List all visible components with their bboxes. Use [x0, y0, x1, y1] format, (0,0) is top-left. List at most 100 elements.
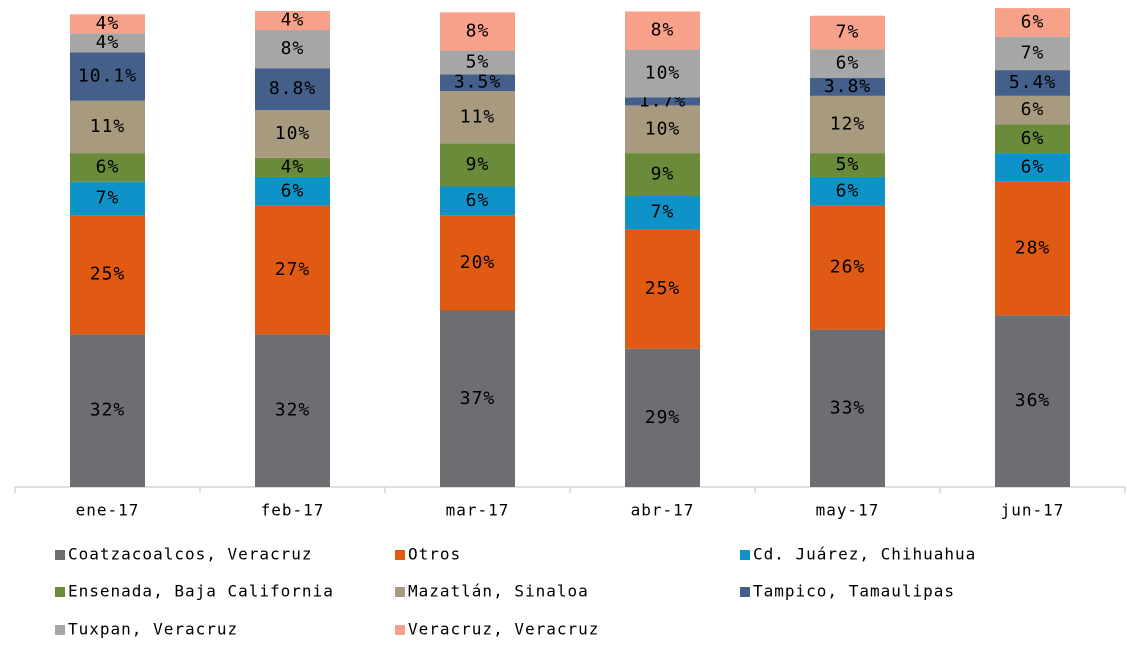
- data-label: 29%: [645, 407, 681, 428]
- bar-segment: [810, 77, 885, 96]
- data-label: 10%: [645, 118, 681, 139]
- bar-segment: [625, 49, 700, 98]
- data-label: 9%: [466, 154, 490, 175]
- bar-segment: [995, 181, 1070, 316]
- bar-segment: [255, 68, 330, 111]
- bar-segment: [625, 11, 700, 50]
- data-label: 28%: [1015, 238, 1051, 259]
- data-label: 4%: [281, 9, 305, 30]
- legend-swatch: [395, 587, 405, 597]
- data-label: 32%: [275, 400, 311, 421]
- data-label: 10.1%: [78, 66, 137, 87]
- x-tick-label: abr-17: [631, 501, 695, 520]
- legend-label: Mazatlán, Sinaloa: [408, 582, 589, 601]
- bar-segment: [440, 310, 515, 487]
- bar-segment: [70, 14, 145, 34]
- data-label: 20%: [460, 252, 496, 273]
- data-label: 4%: [96, 32, 120, 53]
- data-label: 5.4%: [1009, 72, 1056, 93]
- data-label: 8%: [651, 20, 675, 41]
- data-label: 6%: [281, 180, 305, 201]
- data-label: 8%: [281, 38, 305, 59]
- bar-segment: [810, 176, 885, 206]
- bar-segment: [995, 315, 1070, 487]
- bar-segment: [440, 215, 515, 311]
- legend-swatch: [55, 587, 65, 597]
- data-label: 3.5%: [454, 72, 501, 93]
- bar-segment: [255, 157, 330, 177]
- legend-swatch: [740, 550, 750, 560]
- legend-label: Tampico, Tamaulipas: [753, 582, 955, 601]
- bar-segment: [440, 186, 515, 216]
- data-label: 6%: [836, 180, 860, 201]
- bar-segment: [70, 52, 145, 101]
- bar-segment: [810, 205, 885, 330]
- data-label: 6%: [1021, 128, 1045, 149]
- bar-segment: [810, 153, 885, 177]
- x-tick-label: jun-17: [1001, 501, 1065, 520]
- bar-segment: [255, 205, 330, 335]
- bar-segment: [995, 95, 1070, 125]
- bar-segment: [810, 329, 885, 487]
- bar-segment: [440, 74, 515, 92]
- data-label: 5%: [836, 154, 860, 175]
- data-label: 37%: [460, 388, 496, 409]
- data-label: 10%: [645, 62, 681, 83]
- data-label: 5%: [466, 51, 490, 72]
- legend-swatch: [740, 587, 750, 597]
- data-label: 4%: [96, 13, 120, 34]
- legend-label: Otros: [408, 545, 461, 564]
- bar-segment: [440, 91, 515, 144]
- bar-segment: [810, 49, 885, 78]
- bar-segment: [440, 12, 515, 51]
- bar-segment: [625, 348, 700, 487]
- legend-label: Veracruz, Veracruz: [408, 620, 599, 639]
- data-label: 6%: [96, 156, 120, 177]
- data-label: 6%: [1021, 11, 1045, 32]
- bar-segment: [255, 334, 330, 487]
- legend-label: Coatzacoalcos, Veracruz: [68, 545, 313, 564]
- data-label: 7%: [836, 21, 860, 42]
- bar-segment: [625, 153, 700, 197]
- legend-swatch: [395, 625, 405, 635]
- bar-segment: [810, 15, 885, 50]
- data-label: 8%: [466, 20, 490, 41]
- bar-segment: [625, 97, 700, 106]
- x-tick-label: mar-17: [446, 501, 510, 520]
- bar-segment: [625, 105, 700, 154]
- data-label: 27%: [275, 259, 311, 280]
- bar-segment: [995, 124, 1070, 154]
- bar-segment: [440, 50, 515, 75]
- data-label: 8.8%: [269, 78, 316, 99]
- bar-segment: [70, 153, 145, 182]
- x-tick-label: feb-17: [261, 501, 325, 520]
- bar-segment: [255, 176, 330, 206]
- data-label: 7%: [96, 187, 120, 208]
- bar-segment: [625, 229, 700, 349]
- legend-swatch: [55, 550, 65, 560]
- data-label: 25%: [645, 278, 681, 299]
- data-label: 11%: [460, 106, 496, 127]
- bar-segment: [70, 215, 145, 335]
- data-label: 25%: [90, 264, 126, 285]
- bar-segment: [255, 10, 330, 31]
- data-label: 36%: [1015, 390, 1051, 411]
- bar-segment: [625, 196, 700, 230]
- data-label: 6%: [836, 52, 860, 73]
- bar-segment: [995, 8, 1070, 37]
- bar-segment: [995, 36, 1070, 71]
- bar-segment: [255, 30, 330, 69]
- legend-label: Tuxpan, Veracruz: [68, 620, 238, 639]
- legend-label: Ensenada, Baja California: [68, 582, 334, 601]
- data-label: 9%: [651, 164, 675, 185]
- bar-segment: [70, 334, 145, 487]
- data-label: 3.8%: [824, 76, 871, 97]
- bar-segment: [70, 181, 145, 216]
- data-label: 7%: [1021, 42, 1045, 63]
- data-label: 10%: [275, 123, 311, 144]
- data-label: 6%: [1021, 99, 1045, 120]
- bar-segment: [70, 100, 145, 154]
- data-label: 11%: [90, 116, 126, 137]
- bar-segment: [440, 143, 515, 187]
